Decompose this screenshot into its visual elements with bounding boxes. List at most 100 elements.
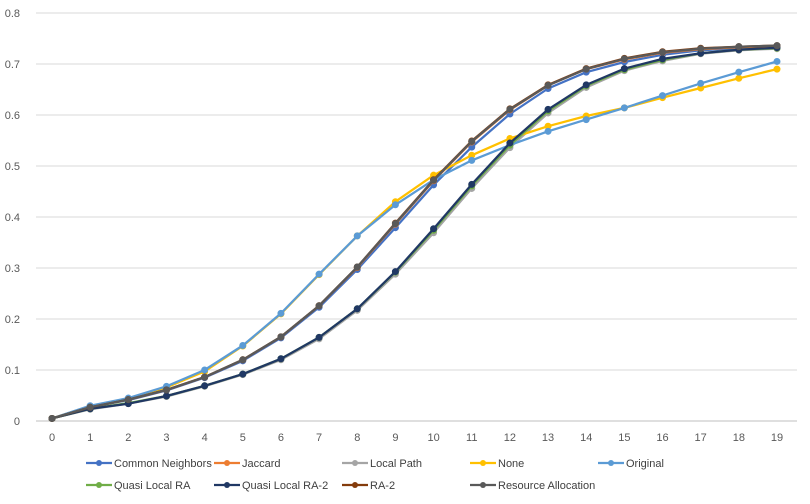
legend-label: Original <box>626 458 664 470</box>
x-axis-ticks: 0 1 2 3 4 5 6 7 8 9 10 11 12 13 14 15 16 17 18 19 <box>49 432 783 444</box>
data-point <box>277 333 285 341</box>
data-point <box>544 81 552 89</box>
series-lines <box>48 42 781 422</box>
data-point <box>620 55 628 63</box>
legend-item: Local Path <box>342 458 422 470</box>
x-tick-label: 17 <box>695 432 707 444</box>
data-point <box>201 382 209 390</box>
legend-label: Common Neighbors <box>114 458 212 470</box>
data-point <box>659 48 667 56</box>
x-tick-label: 6 <box>278 432 284 444</box>
data-point <box>659 92 667 100</box>
y-tick-label: 0.7 <box>5 59 20 71</box>
legend-item: None <box>470 458 524 470</box>
data-point <box>315 333 323 341</box>
legend-marker <box>96 460 102 466</box>
data-point <box>162 392 170 400</box>
x-tick-label: 14 <box>580 432 592 444</box>
data-point <box>201 366 209 374</box>
series-resource-allocation <box>48 42 781 422</box>
data-point <box>162 386 170 394</box>
data-point <box>735 74 743 82</box>
data-point <box>468 138 476 146</box>
y-axis-ticks: 0 0.1 0.2 0.3 0.4 0.5 0.6 0.7 0.8 <box>5 8 20 428</box>
data-point <box>430 176 438 184</box>
y-tick-label: 0.2 <box>5 314 20 326</box>
data-point <box>544 105 552 113</box>
x-tick-label: 5 <box>240 432 246 444</box>
data-point <box>430 225 438 233</box>
legend-label: Quasi Local RA-2 <box>242 480 328 492</box>
x-tick-label: 13 <box>542 432 554 444</box>
data-point <box>697 79 705 87</box>
data-point <box>353 263 361 271</box>
data-point <box>773 65 781 73</box>
x-tick-label: 1 <box>87 432 93 444</box>
data-point <box>620 104 628 112</box>
data-point <box>391 268 399 276</box>
x-tick-label: 3 <box>163 432 169 444</box>
data-point <box>124 396 132 404</box>
data-point <box>277 309 285 317</box>
legend-item: Quasi Local RA-2 <box>214 480 328 492</box>
legend-label: Jaccard <box>242 458 281 470</box>
y-tick-label: 0.4 <box>5 212 20 224</box>
y-tick-label: 0.5 <box>5 161 20 173</box>
x-tick-label: 19 <box>771 432 783 444</box>
legend-marker <box>224 460 230 466</box>
x-tick-label: 11 <box>466 432 477 444</box>
series-original <box>48 57 781 422</box>
data-point <box>773 42 781 50</box>
data-point <box>86 403 94 411</box>
x-tick-label: 10 <box>427 432 439 444</box>
data-point <box>277 355 285 363</box>
data-point <box>239 356 247 364</box>
data-point <box>659 55 667 63</box>
data-point <box>315 270 323 278</box>
x-tick-label: 8 <box>354 432 360 444</box>
data-point <box>468 156 476 164</box>
data-point <box>544 127 552 135</box>
data-point <box>353 305 361 313</box>
y-tick-label: 0.1 <box>5 365 20 377</box>
data-point <box>468 180 476 188</box>
series-line <box>50 44 779 420</box>
x-tick-label: 12 <box>504 432 516 444</box>
data-point <box>201 373 209 381</box>
data-point <box>506 139 514 147</box>
gridlines <box>36 12 797 371</box>
data-point <box>48 414 56 422</box>
legend-label: Resource Allocation <box>498 480 595 492</box>
series-line <box>50 46 779 420</box>
x-tick-label: 9 <box>392 432 398 444</box>
y-tick-label: 0.3 <box>5 263 20 275</box>
legend-marker <box>608 460 614 466</box>
legend-marker <box>224 482 230 488</box>
data-point <box>391 220 399 228</box>
data-point <box>239 342 247 350</box>
legend-label: Local Path <box>370 458 422 470</box>
legend-item: Jaccard <box>214 458 281 470</box>
y-tick-label: 0.6 <box>5 110 20 122</box>
y-tick-label: 0 <box>14 416 20 428</box>
x-tick-label: 16 <box>656 432 668 444</box>
legend-item: RA-2 <box>342 480 395 492</box>
data-point <box>506 105 514 113</box>
legend-label: Quasi Local RA <box>114 480 191 492</box>
data-point <box>353 232 361 240</box>
data-point <box>773 57 781 65</box>
data-point <box>391 201 399 209</box>
legend-item: Resource Allocation <box>470 480 595 492</box>
legend-marker <box>352 460 358 466</box>
legend: Common Neighbors Jaccard Local Path None Ori… <box>86 458 664 492</box>
x-tick-label: 18 <box>733 432 745 444</box>
legend-marker <box>480 482 486 488</box>
legend-marker <box>352 482 358 488</box>
x-tick-label: 15 <box>618 432 630 444</box>
y-tick-label: 0.8 <box>5 8 20 20</box>
x-tick-label: 7 <box>316 432 322 444</box>
legend-label: None <box>498 458 524 470</box>
data-point <box>735 43 743 51</box>
